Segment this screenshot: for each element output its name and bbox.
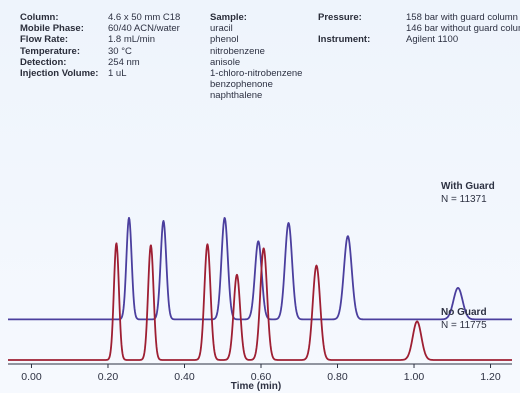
with-guard-peak-4 <box>257 240 260 242</box>
x-tick-label: 0.80 <box>327 371 348 383</box>
sample-item: 1-chloro-nitrobenzene <box>210 68 303 80</box>
with-guard-peak-5 <box>287 222 290 224</box>
instrument-row: Instrument: Agilent 1100 <box>318 34 520 45</box>
pressure-value: 158 bar with guard column <box>406 12 518 23</box>
no-guard-peak-6 <box>315 264 318 267</box>
no-guard-peak-5 <box>262 247 265 250</box>
sample-item: nitrobenzene <box>210 45 265 57</box>
no-guard-peak-7 <box>416 320 418 323</box>
condition-key: Mobile Phase: <box>20 23 84 35</box>
condition-value: 1.8 mL/min <box>108 34 155 46</box>
sample-item: anisole <box>210 56 241 68</box>
trace-group <box>7 217 513 361</box>
sample-key: Sample: <box>210 12 247 23</box>
condition-key: Column: <box>20 12 59 23</box>
condition-key: Detection: <box>20 56 67 68</box>
pressure-value: 146 bar without guard column <box>406 23 520 35</box>
no-guard-trace <box>7 242 513 361</box>
x-tick-label: 0.60 <box>251 371 272 383</box>
with-guard-label: With Guard N = 11371 <box>441 180 495 206</box>
no-guard-peak-2 <box>150 244 152 247</box>
condition-value: 60/40 ACN/water <box>108 23 180 35</box>
conditions-left: Column: 4.6 x 50 mm C18 Mobile Phase: 60/4… <box>20 12 180 79</box>
sample-item: benzophenone <box>210 79 273 91</box>
sample-item: naphthalene <box>210 90 263 102</box>
with-guard-peak-3 <box>223 217 226 219</box>
sample-item: phenol <box>210 34 239 46</box>
x-tick-label: 0.20 <box>98 371 119 383</box>
x-tick-label: 1.00 <box>404 371 425 383</box>
condition-key: Injection Volume: <box>20 68 99 80</box>
instrument-key: Instrument: <box>318 34 371 46</box>
x-axis-label: Time (min) <box>231 381 281 392</box>
condition-value: 1 uL <box>108 68 127 80</box>
x-tick-label: 1.20 <box>480 371 501 383</box>
pressure-key: Pressure: <box>318 12 362 23</box>
condition-row: Mobile Phase: 60/40 ACN/water <box>20 23 180 34</box>
condition-row: Flow Rate: 1.8 mL/min <box>20 34 180 45</box>
condition-row: Detection: 254 nm <box>20 57 180 68</box>
no-guard-peak-1 <box>115 242 118 245</box>
no-guard-peak-3 <box>206 243 209 246</box>
plate-count: N = 11371 <box>441 194 487 205</box>
instrument-value: Agilent 1100 <box>406 34 459 46</box>
x-tick-label: 0.00 <box>21 371 42 383</box>
no-guard-peak-4 <box>236 273 238 276</box>
with-guard-peak-2 <box>162 220 165 222</box>
condition-value: 4.6 x 50 mm C18 <box>108 12 181 23</box>
condition-row: Temperature: 30 °C <box>20 46 180 57</box>
no-guard-label: No Guard N = 11775 <box>441 306 487 332</box>
sample-list: Sample: uracil phenol nitrobenzene aniso… <box>210 12 302 102</box>
condition-value: 254 nm <box>108 56 140 68</box>
with-guard-trace <box>7 217 513 321</box>
sample-item: uracil <box>210 23 233 35</box>
with-guard-peak-7 <box>457 287 459 289</box>
x-tick-group: 0.00 0.20 0.40 0.60 0.80 1.00 1.20 <box>21 364 501 383</box>
with-guard-peak-1 <box>128 217 130 219</box>
condition-value: 30 °C <box>108 45 132 57</box>
condition-key: Temperature: <box>20 45 81 57</box>
pressure-row: Pressure: 158 bar with guard column 146 … <box>318 12 520 34</box>
plate-count: N = 11775 <box>441 320 487 331</box>
condition-row: Column: 4.6 x 50 mm C18 <box>20 12 180 23</box>
series-name: With Guard <box>441 181 495 192</box>
with-guard-peak-6 <box>347 235 349 237</box>
condition-row: Injection Volume: 1 uL <box>20 68 180 79</box>
conditions-right: Pressure: 158 bar with guard column 146 … <box>318 12 520 46</box>
series-name: No Guard <box>441 307 487 318</box>
condition-key: Flow Rate: <box>20 34 69 46</box>
x-tick-label: 0.40 <box>174 371 195 383</box>
